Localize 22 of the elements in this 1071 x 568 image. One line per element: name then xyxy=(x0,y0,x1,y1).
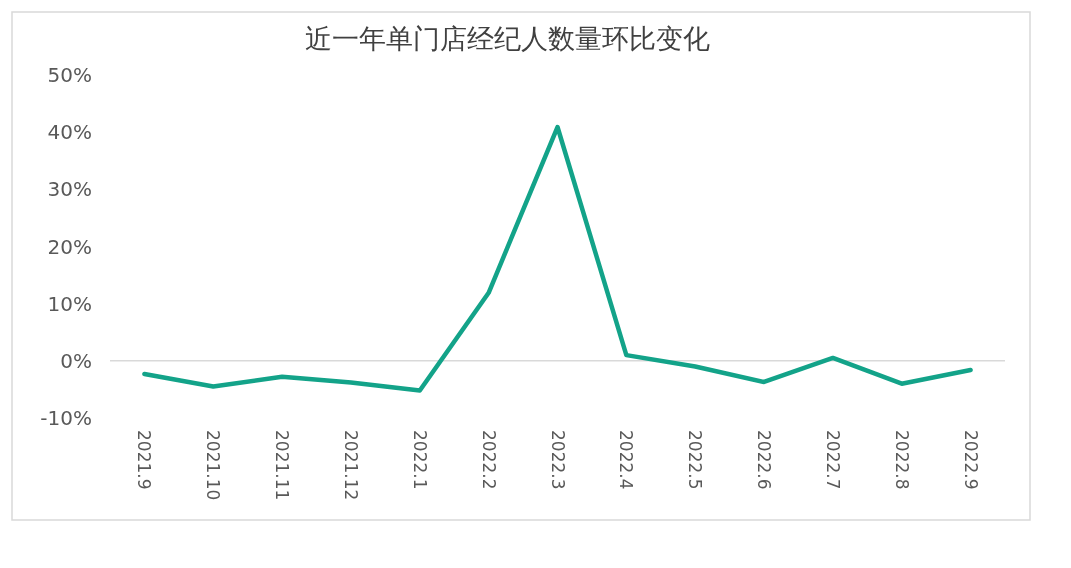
x-tick-label: 2022.6 xyxy=(754,430,775,490)
y-tick-label: 10% xyxy=(47,291,92,316)
y-tick-label: 50% xyxy=(47,63,92,87)
y-tick-label: 0% xyxy=(60,348,92,373)
x-tick-label: 2021.9 xyxy=(134,430,155,490)
x-tick-label: 2021.10 xyxy=(203,430,224,501)
x-tick-label: 2021.11 xyxy=(272,430,293,501)
y-tick-label: -10% xyxy=(40,406,92,430)
x-tick-label: 2022.4 xyxy=(616,430,637,490)
x-tick-label: 2022.7 xyxy=(822,430,843,490)
x-tick-label: 2022.8 xyxy=(891,430,912,490)
x-tick-label: 2022.1 xyxy=(409,430,430,490)
y-tick-label: 40% xyxy=(47,120,92,145)
x-tick-label: 2022.3 xyxy=(547,430,568,490)
x-tick-label: 2021.12 xyxy=(340,430,361,501)
x-tick-label: 2022.9 xyxy=(960,430,981,490)
x-tick-label: 2022.2 xyxy=(478,430,499,490)
x-tick-label: 2022.5 xyxy=(685,430,706,490)
y-tick-label: 20% xyxy=(47,234,92,259)
chart-title: 近一年单门店经纪人数量环比变化 xyxy=(304,23,710,54)
y-tick-label: 30% xyxy=(47,177,92,202)
line-series xyxy=(142,124,973,393)
